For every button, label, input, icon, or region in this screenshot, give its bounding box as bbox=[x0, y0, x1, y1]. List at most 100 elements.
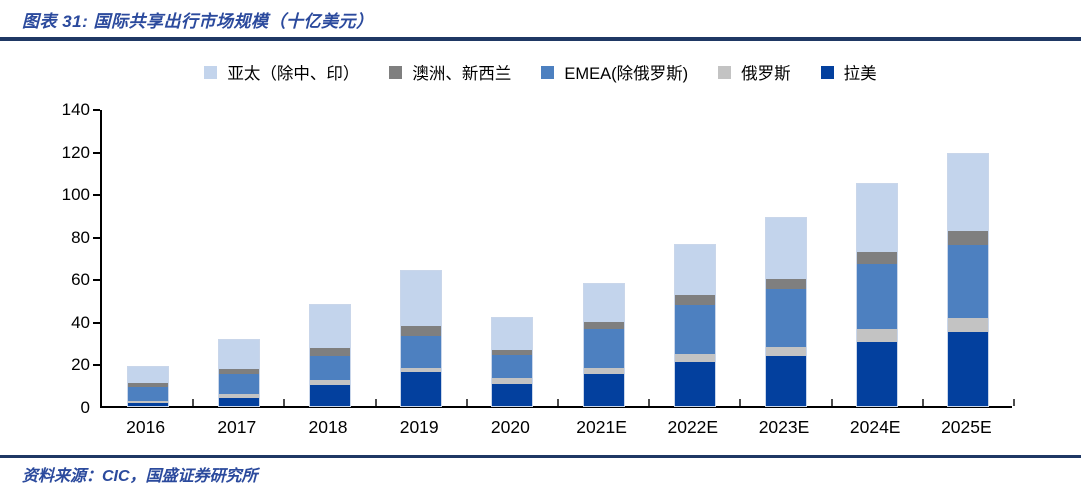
bar-segment bbox=[401, 371, 442, 406]
bar-segment bbox=[857, 342, 898, 406]
x-tick-mark bbox=[921, 399, 924, 406]
bar-segment bbox=[766, 347, 806, 356]
legend-swatch bbox=[389, 65, 403, 79]
bar-segment bbox=[857, 251, 898, 265]
plot-area bbox=[93, 109, 1015, 408]
bar-segment bbox=[766, 279, 806, 289]
y-axis-labels: 0 20 40 60 80 100 120 140 bbox=[0, 100, 90, 417]
bar-segment bbox=[310, 347, 350, 356]
y-tick-mark bbox=[93, 364, 100, 367]
bar-segment bbox=[401, 270, 442, 327]
bar-segment bbox=[674, 304, 715, 354]
figure-title: 图表 31: 国际共享出行市场规模（十亿美元） bbox=[22, 12, 374, 31]
x-tick-label: 2018 bbox=[308, 417, 348, 437]
bar-segment bbox=[948, 331, 989, 406]
x-tick-mark bbox=[648, 399, 651, 406]
y-tick-label: 120 bbox=[61, 142, 90, 162]
bar-segment bbox=[948, 231, 989, 246]
x-tick-label: 2017 bbox=[217, 417, 257, 437]
y-tick-label: 0 bbox=[80, 398, 90, 417]
bar-segment bbox=[948, 153, 989, 232]
x-tick-mark bbox=[192, 399, 195, 406]
bar-segment bbox=[127, 402, 168, 406]
bar-2022E bbox=[674, 245, 715, 406]
legend-label: 澳洲、新西兰 bbox=[412, 65, 512, 83]
title-divider bbox=[0, 37, 1081, 41]
bar-2025E bbox=[948, 153, 989, 406]
bar-segment bbox=[948, 317, 989, 332]
legend-item: 俄罗斯 bbox=[718, 60, 791, 84]
y-tick-label: 40 bbox=[71, 312, 90, 332]
bar-segment bbox=[218, 397, 259, 406]
bar-2020 bbox=[492, 317, 533, 406]
y-tick-label: 100 bbox=[61, 185, 90, 205]
legend-label: 俄罗斯 bbox=[741, 65, 791, 83]
bar-segment bbox=[492, 354, 533, 379]
x-tick-label: 2022E bbox=[667, 417, 719, 437]
bar-segment bbox=[492, 349, 533, 355]
legend-item: 亚太（除中、印） bbox=[204, 60, 359, 84]
bar-segment bbox=[401, 367, 442, 372]
x-tick-mark bbox=[283, 399, 286, 406]
x-tick-label: 2025E bbox=[941, 417, 992, 437]
bar-segment bbox=[127, 386, 168, 401]
bar-2016 bbox=[127, 366, 168, 406]
legend-swatch bbox=[820, 65, 834, 79]
y-tick-mark bbox=[93, 194, 100, 197]
bar-segment bbox=[310, 304, 350, 348]
y-tick-label: 20 bbox=[71, 355, 90, 375]
y-tick-mark bbox=[93, 109, 100, 111]
y-tick-label: 140 bbox=[61, 100, 90, 119]
legend-swatch bbox=[718, 65, 732, 79]
source-note: 资料来源：CIC，国盛证券研究所 bbox=[22, 468, 258, 485]
bar-2018 bbox=[310, 304, 350, 406]
legend-item: 拉美 bbox=[820, 60, 877, 84]
bar-segment bbox=[127, 366, 168, 383]
legend-item: EMEA(除俄罗斯) bbox=[541, 60, 688, 84]
x-tick-mark bbox=[830, 399, 833, 406]
bar-segment bbox=[766, 217, 806, 280]
bar-2021E bbox=[583, 283, 624, 406]
bar-segment bbox=[218, 374, 259, 395]
legend-item: 澳洲、新西兰 bbox=[389, 60, 511, 84]
legend-label: 拉美 bbox=[843, 65, 877, 83]
x-tick-mark bbox=[557, 399, 559, 406]
x-tick-mark bbox=[1013, 399, 1015, 406]
x-tick-label: 2019 bbox=[399, 417, 439, 437]
x-tick-mark bbox=[739, 399, 742, 406]
bar-segment bbox=[492, 383, 533, 406]
bar-segment bbox=[310, 380, 350, 385]
legend-label: EMEA(除俄罗斯) bbox=[564, 65, 689, 83]
x-tick-label: 2016 bbox=[126, 417, 166, 437]
bar-segment bbox=[218, 340, 259, 369]
bar-2017 bbox=[218, 340, 259, 406]
x-tick-mark bbox=[374, 399, 377, 406]
legend-swatch bbox=[541, 65, 555, 79]
y-tick-mark bbox=[93, 321, 100, 324]
bar-segment bbox=[401, 335, 442, 368]
bar-segment bbox=[674, 353, 715, 363]
bar-segment bbox=[401, 326, 442, 336]
x-tick-label: 2021E bbox=[576, 417, 627, 437]
bar-segment bbox=[583, 367, 624, 375]
bar-segment bbox=[948, 245, 989, 318]
x-tick-label: 2024E bbox=[849, 417, 901, 437]
bar-segment bbox=[218, 368, 259, 375]
x-axis-labels: 2016 2017 2018 2019 2020 2021E 2022E 2023E 2024E… bbox=[100, 417, 1012, 443]
legend-label: 亚太（除中、印） bbox=[227, 65, 360, 83]
x-tick-mark bbox=[465, 399, 468, 406]
bar-2023E bbox=[766, 217, 806, 406]
bar-segment bbox=[674, 362, 715, 406]
bar-segment bbox=[674, 295, 715, 305]
bar-segment bbox=[127, 400, 168, 403]
bar-segment bbox=[766, 355, 806, 406]
bar-segment bbox=[583, 374, 624, 406]
bar-segment bbox=[127, 382, 168, 387]
x-tick-label: 2020 bbox=[490, 417, 530, 437]
bar-segment bbox=[857, 264, 898, 330]
y-tick-mark bbox=[93, 279, 100, 282]
bar-segment bbox=[492, 317, 533, 350]
x-tick-label: 2023E bbox=[758, 417, 810, 437]
